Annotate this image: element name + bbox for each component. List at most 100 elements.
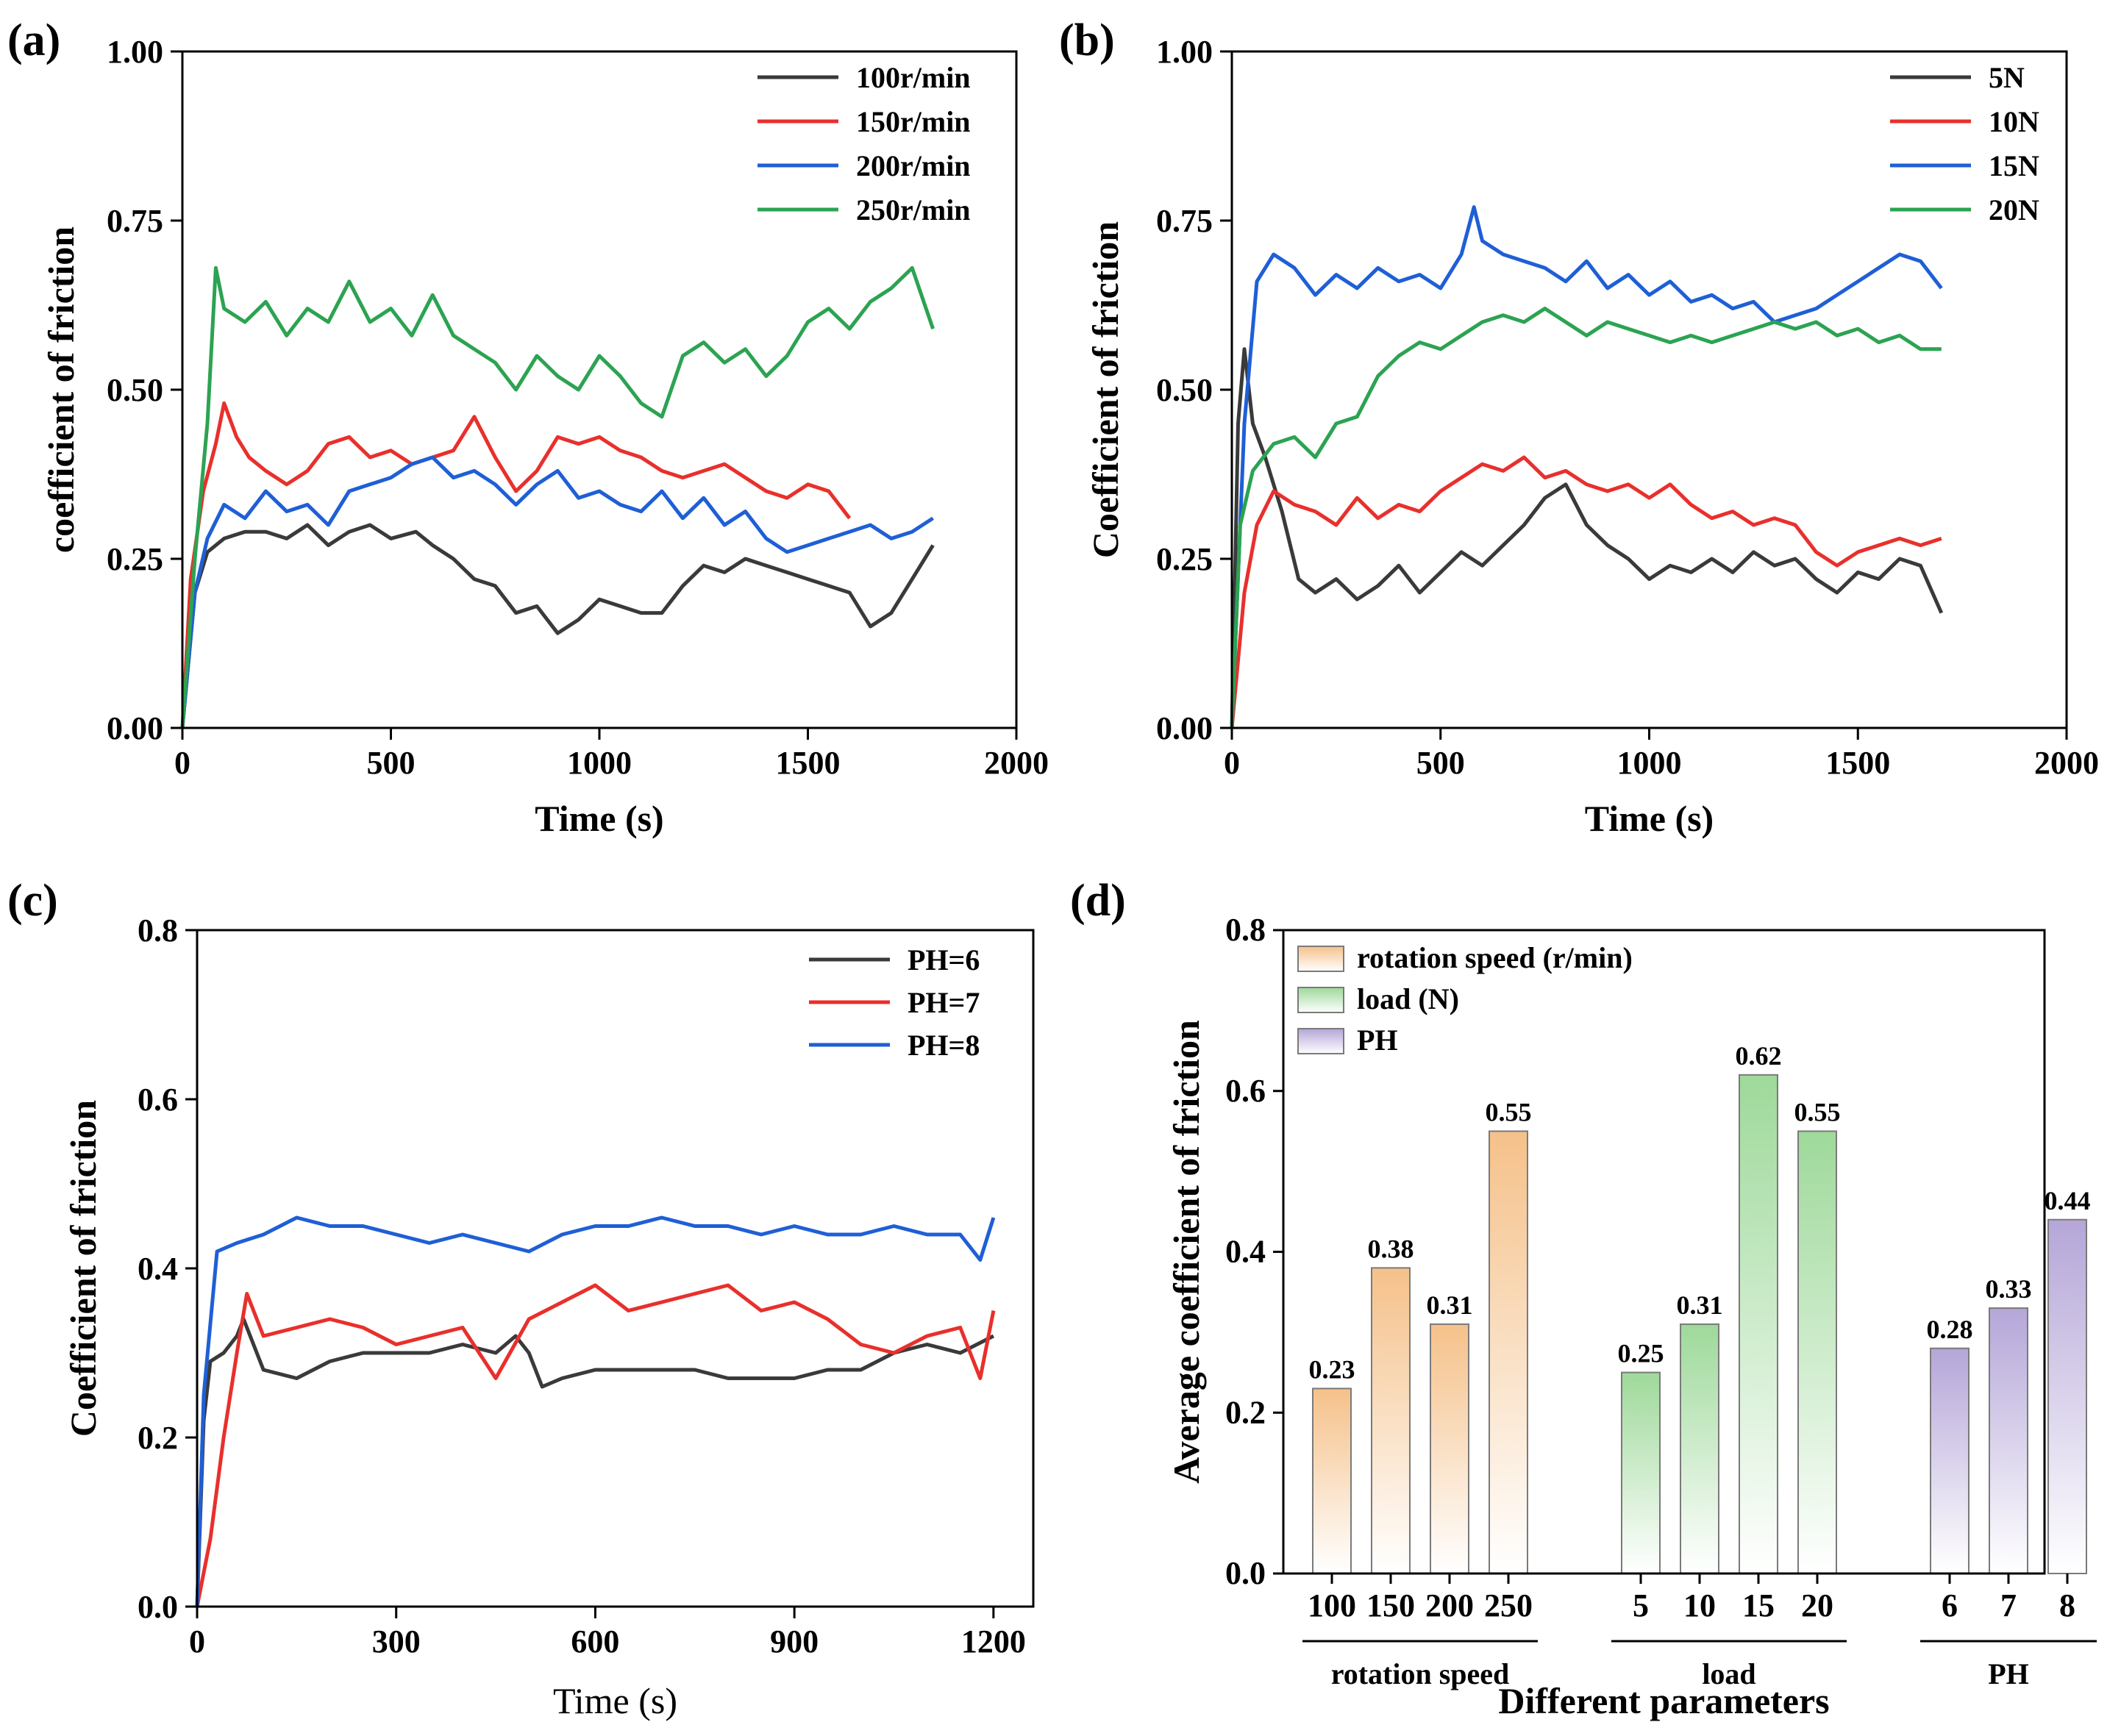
- panel-b-ytick-label: 1.00: [1156, 34, 1213, 70]
- panel-d-xtick-label: 10: [1683, 1587, 1716, 1624]
- panel-d-x-axis-title: Different parameters: [1498, 1680, 1829, 1721]
- panel-d-bar-value-label: 0.23: [1309, 1354, 1355, 1384]
- panel-d-bar-PH-2: [2047, 1218, 2087, 1574]
- panel-b-series-3-line: [1230, 307, 1942, 729]
- panel-b-series-2-line: [1230, 205, 1943, 729]
- panel-a-xtick-label: 1000: [567, 745, 632, 781]
- panel-d-label: (d): [1070, 876, 1126, 926]
- panel-a-series-1-line: [180, 401, 852, 729]
- panel-d-bar-load-2: [1739, 1074, 1778, 1574]
- panel-b-ytick-label: 0.00: [1156, 710, 1213, 746]
- panel-c-xtick-label: 1200: [961, 1624, 1026, 1660]
- panel-c-xtick-label: 600: [571, 1624, 619, 1660]
- panel-a-ytick-label: 1.00: [107, 34, 163, 70]
- panel-c-xtick-label: 300: [372, 1624, 421, 1660]
- panel-d-bar-rotation-speed-2: [1430, 1323, 1469, 1574]
- panel-d-xtick-label: 200: [1425, 1587, 1474, 1624]
- panel-c-series-0-line: [195, 1317, 995, 1607]
- panel-b-ytick-label: 0.25: [1156, 541, 1213, 577]
- panel-a-y-axis-title: coefficient of friction: [40, 226, 82, 553]
- panel-d-ytick-label: 0.6: [1225, 1073, 1266, 1109]
- panel-d-xtick-label: 7: [2000, 1587, 2017, 1624]
- panel-d-bar-value-label: 0.38: [1368, 1234, 1414, 1263]
- panel-a-xtick-label: 500: [367, 745, 416, 781]
- panel-b-legend-label-1: 10N: [1989, 105, 2039, 138]
- panel-c-y-axis-title: Coefficient of friction: [63, 1100, 104, 1437]
- panel-b-ytick-label: 0.75: [1156, 203, 1213, 239]
- panel-d-bar-rotation-speed-1: [1371, 1267, 1411, 1574]
- panel-d-ytick-label: 0.4: [1225, 1234, 1266, 1270]
- panel-d-bar-value-label: 0.25: [1618, 1339, 1664, 1368]
- panel-d-bar-PH-0: [1930, 1347, 1970, 1574]
- panel-c-legend-label-0: PH=6: [908, 943, 980, 976]
- panel-a-series-2-line: [180, 455, 934, 729]
- panel-d-xtick-label: 5: [1633, 1587, 1649, 1624]
- panel-d-xtick-label: 150: [1366, 1587, 1415, 1624]
- panel-d-bar-value-label: 0.44: [2045, 1186, 2091, 1215]
- panel-b-xtick-label: 1000: [1617, 745, 1682, 781]
- panel-b-ytick-label: 0.50: [1156, 372, 1213, 408]
- panel-d-ytick-label: 0.2: [1225, 1394, 1266, 1430]
- panel-c-ytick-label: 0.0: [138, 1589, 178, 1625]
- panel-b-xtick-label: 500: [1416, 745, 1465, 781]
- panel-d-bar-load-1: [1680, 1323, 1719, 1574]
- panel-d-xtick-label: 20: [1801, 1587, 1833, 1624]
- panel-d-group-label: rotation speed: [1331, 1657, 1510, 1690]
- panel-d-ytick-label: 0.8: [1225, 912, 1266, 948]
- panel-a-xtick-label: 0: [174, 745, 190, 781]
- panel-d-bar-load-0: [1621, 1371, 1661, 1574]
- panel-d-bar-PH-1: [1989, 1307, 2028, 1574]
- panel-d-xtick-label: 6: [1942, 1587, 1958, 1624]
- panel-b-line-chart: (b) 0 500 1000 1500 2000 0.00 0.25 0.50 0.75 1.00 T…: [1059, 15, 2099, 839]
- panel-b-label: (b): [1059, 15, 1115, 65]
- panel-b-legend-label-2: 15N: [1989, 149, 2039, 182]
- panel-c-series-2-line: [195, 1215, 996, 1607]
- panel-b-legend-label-3: 20N: [1989, 193, 2039, 226]
- panel-d-bar-rotation-speed-3: [1489, 1130, 1528, 1574]
- panel-a-xtick-label: 1500: [776, 745, 841, 781]
- panel-c-xtick-label: 900: [770, 1624, 819, 1660]
- panel-a-ytick-label: 0.75: [107, 203, 163, 239]
- panel-d-bar-value-label: 0.55: [1794, 1097, 1841, 1126]
- panel-c-xtick-label: 0: [189, 1624, 205, 1660]
- panel-d-bar-value-label: 0.62: [1736, 1041, 1782, 1071]
- panel-c-legend-label-1: PH=7: [908, 986, 980, 1019]
- panel-a-line-chart: (a) 0 500 1000 1500 2000 0.00 0.25 0.50 0.75 1.00 T…: [7, 15, 1049, 839]
- panel-a-label: (a): [7, 15, 60, 65]
- panel-d-y-axis-title: Average coefficient of friction: [1166, 1020, 1207, 1484]
- panel-d-group-label: load: [1702, 1657, 1755, 1690]
- panel-d-legend-swatch-2: [1297, 1028, 1344, 1054]
- panel-a-legend-label-3: 250r/min: [856, 193, 971, 226]
- panel-c-series-1-line: [195, 1283, 996, 1607]
- panel-a-ytick-label: 0.25: [107, 541, 163, 577]
- panel-d-legend-label-1: load (N): [1357, 982, 1459, 1015]
- panel-a-xtick-label: 2000: [984, 745, 1049, 781]
- panel-d-bar-value-label: 0.31: [1677, 1290, 1723, 1320]
- panel-d-xtick-label: 250: [1484, 1587, 1533, 1624]
- panel-c-ytick-label: 0.2: [138, 1420, 178, 1456]
- panel-b-xtick-label: 0: [1224, 745, 1240, 781]
- panel-b-xtick-label: 2000: [2034, 745, 2099, 781]
- panel-d-bar-value-label: 0.55: [1486, 1097, 1532, 1126]
- panel-c-ytick-label: 0.8: [138, 912, 178, 949]
- panel-b-series-1-line: [1230, 455, 1942, 729]
- panel-d-bar-value-label: 0.28: [1927, 1315, 1973, 1344]
- panel-d-legend-label-0: rotation speed (r/min): [1357, 941, 1633, 974]
- panel-d-legend-label-2: PH: [1357, 1024, 1398, 1057]
- panel-d-legend-swatch-0: [1297, 946, 1344, 972]
- panel-c-ytick-label: 0.6: [138, 1082, 178, 1118]
- panel-b-plot-frame: [1230, 50, 2068, 729]
- panel-b-x-axis-title: Time (s): [1585, 798, 1714, 839]
- panel-d-bar-load-3: [1797, 1130, 1837, 1574]
- panel-a-series-3-line: [180, 265, 935, 729]
- panel-b-xtick-label: 1500: [1825, 745, 1890, 781]
- panel-c-label: (c): [7, 876, 58, 926]
- panel-a-legend-label-1: 150r/min: [856, 105, 971, 138]
- panel-b-series-0-line: [1230, 347, 1944, 729]
- panel-a-x-axis-title: Time (s): [535, 798, 663, 839]
- panel-d-xtick-label: 100: [1308, 1587, 1356, 1624]
- panel-c-ytick-label: 0.4: [138, 1251, 178, 1287]
- panel-d-group-label: PH: [1988, 1657, 2029, 1690]
- panel-d-bar-rotation-speed-0: [1312, 1387, 1352, 1574]
